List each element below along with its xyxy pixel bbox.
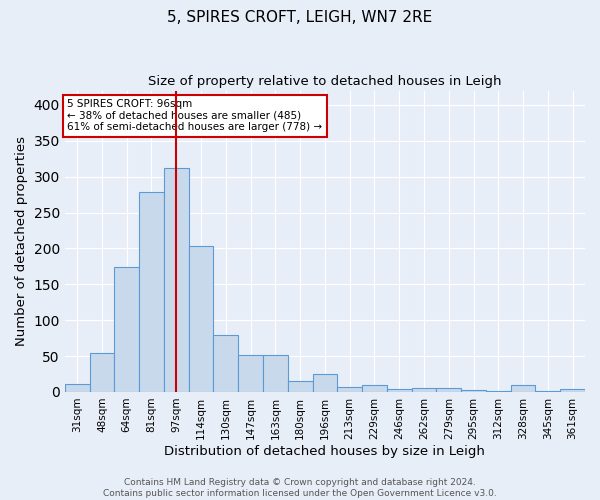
Text: Contains HM Land Registry data © Crown copyright and database right 2024.
Contai: Contains HM Land Registry data © Crown c… [103,478,497,498]
Bar [511,386,535,392]
Bar [337,387,362,392]
X-axis label: Distribution of detached houses by size in Leigh: Distribution of detached houses by size … [164,444,485,458]
Bar [214,334,238,392]
Bar [65,384,89,392]
Bar [560,389,585,392]
Title: Size of property relative to detached houses in Leigh: Size of property relative to detached ho… [148,75,502,88]
Bar [436,388,461,392]
Bar [164,168,188,392]
Bar [362,385,387,392]
Bar [238,356,263,392]
Bar [139,192,164,392]
Bar [188,246,214,392]
Text: 5 SPIRES CROFT: 96sqm
← 38% of detached houses are smaller (485)
61% of semi-det: 5 SPIRES CROFT: 96sqm ← 38% of detached … [67,99,322,132]
Bar [115,267,139,392]
Bar [412,388,436,392]
Bar [288,381,313,392]
Bar [486,391,511,392]
Bar [461,390,486,392]
Text: 5, SPIRES CROFT, LEIGH, WN7 2RE: 5, SPIRES CROFT, LEIGH, WN7 2RE [167,10,433,25]
Bar [263,356,288,392]
Bar [313,374,337,392]
Bar [387,389,412,392]
Bar [535,391,560,392]
Y-axis label: Number of detached properties: Number of detached properties [15,136,28,346]
Bar [89,353,115,392]
